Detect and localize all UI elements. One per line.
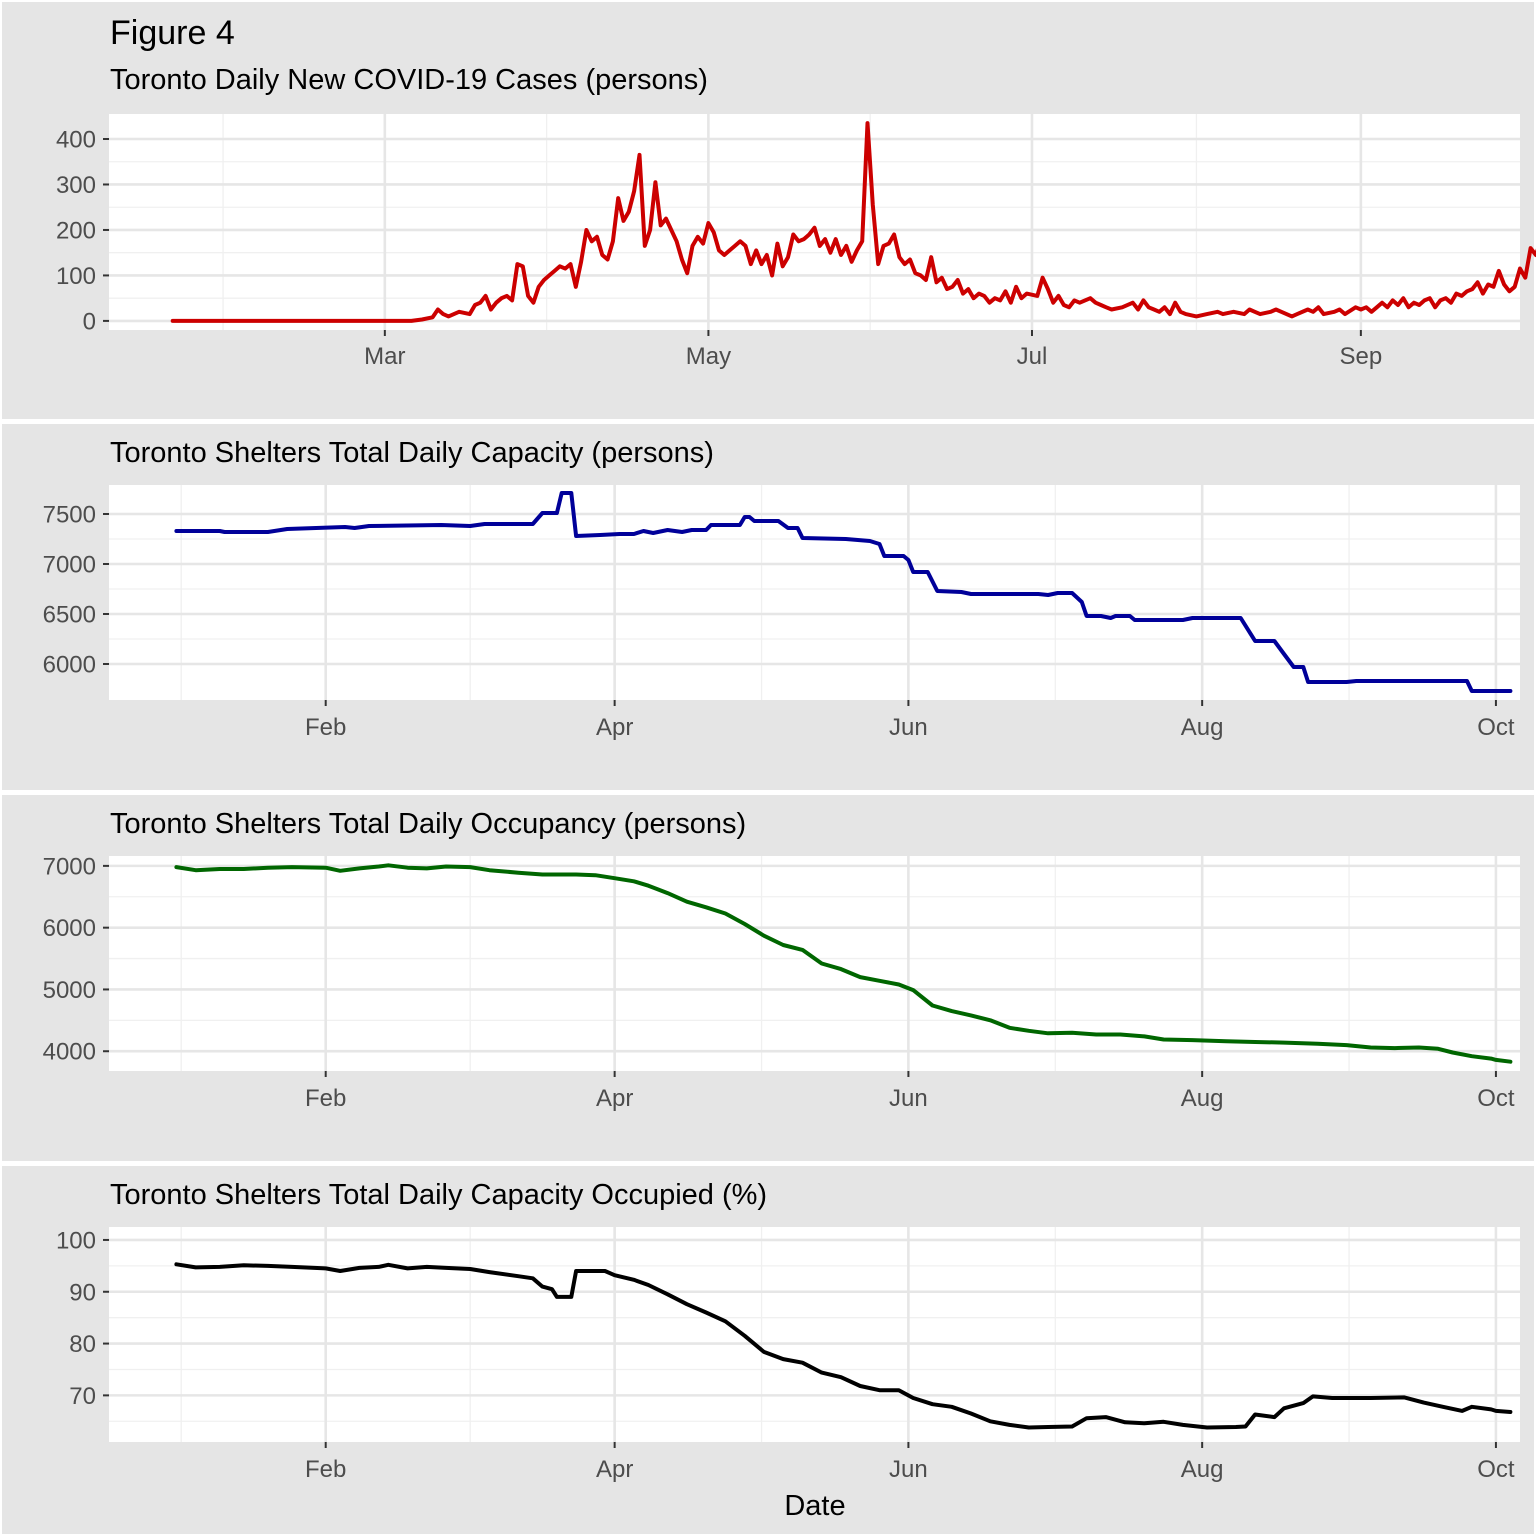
x-tick-label: Feb [305, 714, 346, 741]
y-tick-label: 7000 [43, 853, 96, 880]
y-tick-label: 80 [69, 1331, 96, 1358]
y-tick-label: 0 [83, 308, 96, 335]
x-tick-label: Feb [305, 1085, 346, 1112]
x-tick-label: Aug [1181, 1085, 1224, 1112]
y-tick-label: 200 [56, 217, 96, 244]
plot-area [109, 856, 1520, 1071]
panel-title-4: Toronto Shelters Total Daily Capacity Oc… [110, 1179, 767, 1211]
series-line-1-1 [170, 121, 1536, 323]
x-tick-label: Jun [889, 714, 928, 741]
chart-panel-1: 0 100 200 300 400 Mar May Jul Sep Toronto Daily N… [56, 64, 1536, 370]
x-tick-label: Mar [364, 343, 405, 370]
y-tick-label: 300 [56, 172, 96, 199]
x-tick-label: Apr [596, 1456, 633, 1483]
panel-title-2: Toronto Shelters Total Daily Capacity (p… [110, 437, 714, 469]
x-tick-label: Oct [1477, 1085, 1515, 1112]
x-tick-label: Jun [889, 1085, 928, 1112]
series-line-2-1 [174, 491, 1513, 693]
x-tick-label: Aug [1181, 1456, 1224, 1483]
y-tick-label: 7000 [43, 552, 96, 579]
y-tick-label: 6000 [43, 652, 96, 679]
x-tick-label: Sep [1340, 343, 1383, 370]
series-line-3-1 [174, 863, 1513, 1064]
chart-panel-4: 70 80 90 100 Feb Apr Jun Aug Oct Toronto Shelters… [56, 1179, 1520, 1483]
plot-area [109, 1227, 1520, 1442]
y-tick-label: 5000 [43, 977, 96, 1004]
x-tick-label: Jul [1017, 343, 1048, 370]
x-tick-label: May [686, 343, 731, 370]
y-tick-label: 7500 [43, 502, 96, 529]
y-tick-label: 70 [69, 1383, 96, 1410]
x-tick-label: Feb [305, 1456, 346, 1483]
panel-title-1: Toronto Daily New COVID-19 Cases (person… [110, 64, 708, 96]
x-tick-label: Jun [889, 1456, 928, 1483]
chart-panels: 0 100 200 300 400 Mar May Jul Sep Toronto Daily N… [43, 64, 1536, 1483]
y-tick-label: 6000 [43, 915, 96, 942]
y-tick-label: 4000 [43, 1039, 96, 1066]
x-tick-label: Oct [1477, 1456, 1515, 1483]
y-tick-label: 90 [69, 1279, 96, 1306]
x-tick-label: Apr [596, 1085, 633, 1112]
y-tick-label: 400 [56, 127, 96, 154]
series-line-4-1 [174, 1262, 1513, 1430]
x-axis-title: Date [784, 1490, 845, 1522]
chart-panel-2: 6000 6500 7000 7500 Feb Apr Jun Aug Oct Toronto S… [43, 437, 1520, 741]
chart-panel-3: 4000 5000 6000 7000 Feb Apr Jun Aug Oct Toronto S… [43, 808, 1520, 1112]
panel-title-3: Toronto Shelters Total Daily Occupancy (… [110, 808, 746, 840]
y-tick-label: 100 [56, 263, 96, 290]
x-tick-label: Apr [596, 714, 633, 741]
y-tick-label: 6500 [43, 602, 96, 629]
plot-area [109, 114, 1520, 330]
plot-area [109, 485, 1520, 700]
figure-title: Figure 4 [110, 14, 235, 52]
y-tick-label: 100 [56, 1227, 96, 1254]
x-tick-label: Oct [1477, 714, 1515, 741]
x-tick-label: Aug [1181, 714, 1224, 741]
